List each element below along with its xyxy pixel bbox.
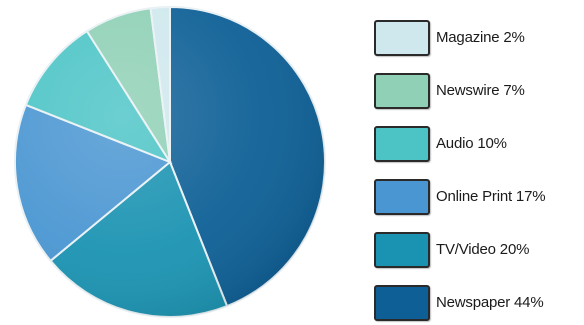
legend-label: Magazine 2% [436,29,525,46]
legend-swatch [374,232,430,268]
pie-slices [14,5,326,318]
legend-label: Newspaper 44% [436,294,544,311]
legend-swatch [374,179,430,215]
legend-swatch [374,126,430,162]
legend-swatch [374,285,430,321]
legend-item-magazine: Magazine 2% [374,20,584,60]
legend-item-newspaper: Newspaper 44% [374,285,584,325]
legend-item-audio: Audio 10% [374,126,584,166]
legend-item-tv-video: TV/Video 20% [374,232,584,272]
legend-label: Newswire 7% [436,82,525,99]
legend-item-online-print: Online Print 17% [374,179,584,219]
legend-item-newswire: Newswire 7% [374,73,584,113]
legend-swatch [374,20,430,56]
legend-label: Online Print 17% [436,188,546,205]
legend-label: Audio 10% [436,135,507,152]
legend-swatch [374,73,430,109]
legend-label: TV/Video 20% [436,241,530,258]
pie-chart [14,5,326,318]
